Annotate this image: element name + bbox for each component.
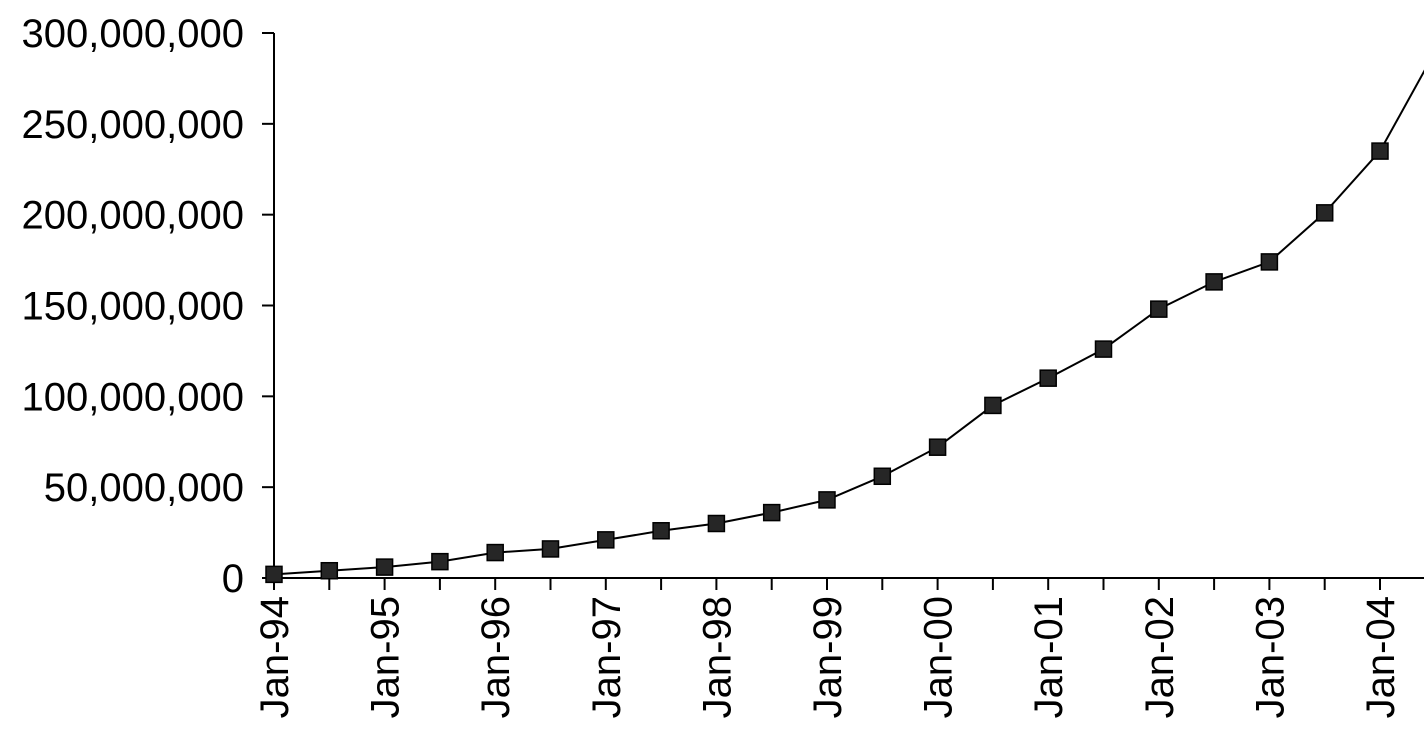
- data-point: [1260, 253, 1279, 271]
- y-tick-label: 300,000,000: [22, 12, 244, 56]
- data-point: [486, 543, 504, 562]
- x-tick-label: Jan-99: [806, 596, 850, 718]
- data-point: [818, 491, 836, 509]
- x-tick-label: Jan-95: [364, 596, 408, 718]
- y-tick-label: 200,000,000: [22, 194, 244, 238]
- data-point: [762, 503, 781, 522]
- data-point: [1094, 340, 1113, 358]
- y-tick-label: 100,000,000: [22, 375, 244, 419]
- data-point: [1315, 204, 1334, 222]
- data-point: [375, 558, 394, 576]
- data-point: [707, 514, 726, 533]
- x-tick-label: Jan-98: [695, 596, 739, 718]
- x-tick-label: Jan-00: [917, 596, 961, 718]
- x-tick-label: Jan-03: [1248, 596, 1292, 718]
- x-tick-label: Jan-02: [1138, 596, 1182, 718]
- x-axis: Jan-94 Jan-95 Jan-96 Jan-97 Jan-98 Jan-99 Jan-…: [253, 577, 1424, 718]
- data-point: [1205, 273, 1223, 291]
- data-point: [431, 552, 449, 571]
- data-point: [1039, 369, 1057, 387]
- series-layer: [265, 69, 1424, 584]
- x-tick-label: Jan-01: [1027, 596, 1071, 718]
- y-axis: 0 50,000,000 100,000,000 150,000,000 200,000…: [22, 12, 275, 601]
- data-point: [541, 540, 560, 558]
- data-point: [597, 531, 615, 549]
- data-point: [873, 467, 892, 486]
- x-tick-label: Jan-04: [1359, 596, 1403, 718]
- data-point: [1150, 300, 1168, 318]
- data-point: [928, 438, 947, 456]
- data-point: [265, 565, 283, 584]
- data-point: [652, 522, 670, 540]
- data-point: [1371, 142, 1389, 160]
- y-tick-label: 150,000,000: [22, 285, 244, 329]
- series-line: [273, 69, 1424, 576]
- data-point: [320, 561, 339, 580]
- x-tick-label: Jan-96: [474, 596, 518, 718]
- y-tick-label: 250,000,000: [22, 103, 244, 147]
- y-tick-label: 0: [222, 557, 244, 601]
- y-tick-label: 50,000,000: [44, 466, 244, 510]
- x-tick-label: Jan-97: [585, 596, 629, 718]
- x-tick-label: Jan-94: [253, 596, 297, 718]
- data-point: [984, 396, 1002, 415]
